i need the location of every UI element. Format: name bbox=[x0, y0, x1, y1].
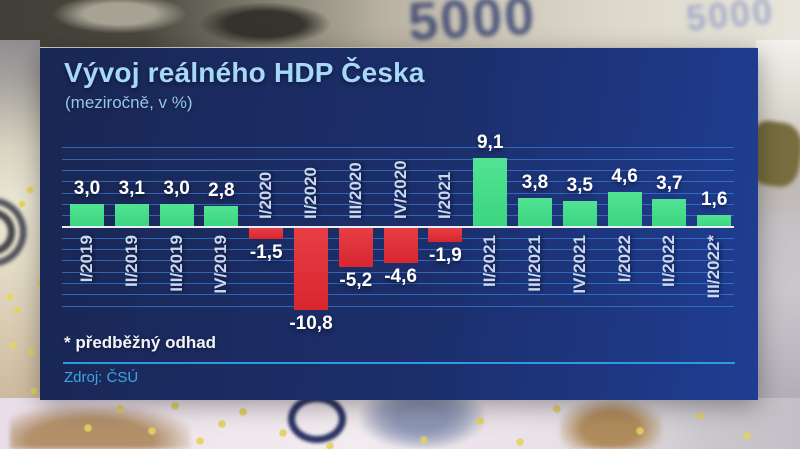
chart-title: Vývoj reálného HDP Česka bbox=[64, 57, 425, 88]
bar-chart: 3,0 I/2019 3,1 II/2019 3,0 III/2019 2,8 IV/2019… bbox=[40, 48, 758, 400]
bar-category-label: I/2020 bbox=[256, 171, 276, 219]
bar-value-label: 3,1 bbox=[118, 177, 145, 199]
bar bbox=[114, 203, 149, 227]
bar-category-label: III/2022* bbox=[704, 235, 724, 299]
bar-category-label: I/2022 bbox=[614, 235, 634, 283]
bar-value-label: -4,6 bbox=[384, 265, 417, 287]
grid-line bbox=[62, 170, 734, 171]
bar-value-label: -1,5 bbox=[249, 242, 283, 264]
bar bbox=[562, 200, 597, 227]
bar-category-label: I/2019 bbox=[77, 235, 96, 283]
bar bbox=[249, 228, 284, 240]
bar bbox=[159, 204, 194, 227]
source-divider-line bbox=[63, 362, 735, 364]
banknote-denomination-text: 5000 bbox=[406, 0, 538, 53]
grid-line bbox=[62, 294, 734, 296]
bar-category-label: IV/2019 bbox=[211, 235, 231, 294]
bar-value-label: 3,0 bbox=[73, 178, 101, 200]
bar bbox=[204, 205, 239, 227]
bar-category-label: III/2021 bbox=[525, 235, 544, 292]
grid-line bbox=[62, 271, 734, 273]
bar bbox=[338, 228, 373, 268]
bar-category-label: II/2020 bbox=[301, 167, 320, 219]
bar-value-label: 9,1 bbox=[476, 132, 504, 154]
bar-value-label: 3,7 bbox=[656, 173, 683, 195]
grid-line bbox=[62, 305, 734, 307]
bar-value-label: -5,2 bbox=[339, 270, 373, 292]
bar bbox=[697, 214, 732, 227]
bar bbox=[428, 228, 463, 243]
bar-category-label: IV/2021 bbox=[569, 235, 589, 294]
footnote: * předběžný odhad bbox=[64, 333, 217, 352]
grid-line bbox=[62, 203, 734, 205]
bar bbox=[518, 198, 552, 227]
bar-category-label: II/2019 bbox=[121, 235, 141, 287]
source-label: Zdroj: ČSÚ bbox=[64, 369, 139, 386]
bar-value-label: 3,0 bbox=[163, 178, 190, 200]
bar-category-label: IV/2020 bbox=[390, 160, 410, 219]
bar-category-label: III/2020 bbox=[345, 162, 365, 219]
bar-value-label: 4,6 bbox=[611, 166, 638, 188]
bar bbox=[294, 228, 328, 310]
bar-category-label: II/2022 bbox=[659, 235, 679, 287]
bar bbox=[473, 158, 508, 227]
bar-value-label: 2,8 bbox=[208, 179, 235, 201]
bar-value-label: -1,9 bbox=[429, 245, 462, 267]
grid-line bbox=[62, 192, 734, 194]
bar-value-label: -10,8 bbox=[289, 312, 333, 334]
bar-category-label: II/2021 bbox=[480, 235, 500, 287]
bar bbox=[652, 199, 687, 227]
bar-category-label: I/2021 bbox=[435, 171, 455, 219]
grid-line bbox=[62, 147, 734, 149]
grid-line bbox=[62, 181, 734, 183]
bar-value-label: 1,6 bbox=[700, 188, 728, 210]
bar-value-label: 3,8 bbox=[521, 172, 549, 194]
chart-panel: Vývoj reálného HDP Česka (meziročně, v %… bbox=[40, 48, 758, 400]
chart-subtitle: (meziročně, v %) bbox=[65, 93, 193, 112]
bar-value-label: 3,5 bbox=[566, 174, 593, 196]
bar bbox=[383, 228, 418, 263]
zero-axis bbox=[62, 226, 734, 228]
grid-line bbox=[62, 215, 734, 217]
grid-line bbox=[62, 158, 734, 160]
bar-category-label: III/2019 bbox=[166, 235, 186, 292]
bar bbox=[70, 204, 104, 227]
grid-line bbox=[62, 283, 734, 284]
bar bbox=[607, 192, 642, 227]
